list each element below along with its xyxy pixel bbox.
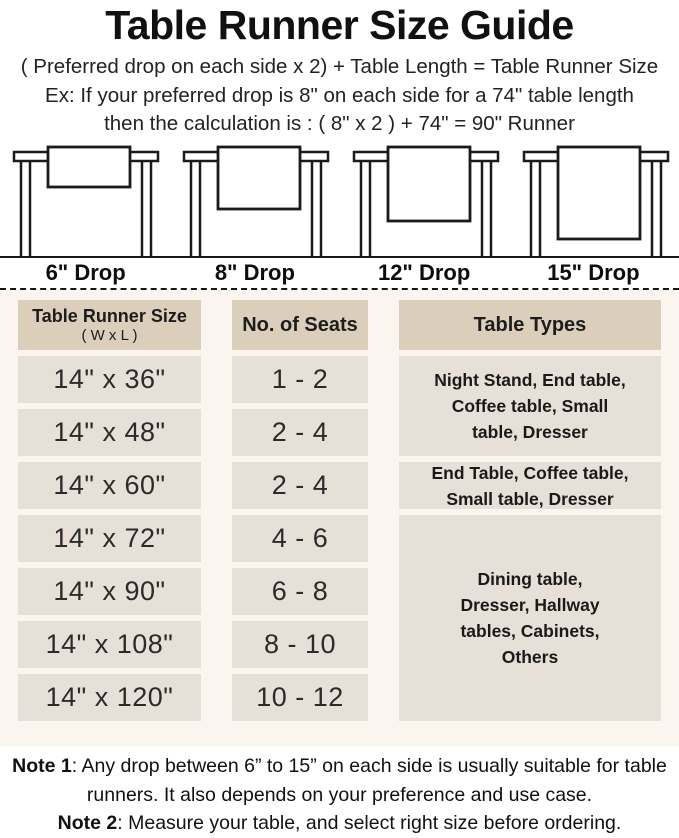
size-table: Table Runner Size ( W x L ) No. of Seats… (18, 300, 661, 721)
types-cell-group2: End Table, Coffee table, Small table, Dr… (399, 462, 661, 509)
note-1: Note 1: Any drop between 6” to 15” on ea… (4, 752, 675, 809)
notes-section: Note 1: Any drop between 6” to 15” on ea… (0, 746, 679, 838)
table-illustration-8in-drop (171, 144, 341, 256)
note-1-label: Note 1 (12, 755, 72, 777)
size-cell-row2: 14" x 48" (18, 409, 201, 456)
example-line-2: then the calculation is : ( 8" x 2 ) + 7… (104, 112, 575, 135)
formula-text: ( Preferred drop on each side x 2) + Tab… (20, 55, 659, 78)
size-cell-row1: 14" x 36" (18, 356, 201, 403)
note-2-label: Note 2 (57, 812, 118, 834)
column-header-table-types: Table Types (399, 300, 661, 350)
table-illustration-12in-drop (341, 144, 511, 256)
column-header-seats: No. of Seats (232, 300, 368, 350)
table-illustration-6in-drop (1, 144, 171, 256)
drop-label-6in: 6" Drop (45, 260, 126, 285)
runner-size-header-line1: Table Runner Size (32, 306, 187, 326)
types-cell-group1: Night Stand, End table, Coffee table, Sm… (399, 356, 661, 456)
runner-size-header-line2: ( W x L ) (81, 327, 138, 344)
size-cell-row7: 14" x 120" (18, 674, 201, 721)
column-header-runner-size: Table Runner Size ( W x L ) (18, 300, 201, 350)
size-cell-row3: 14" x 60" (18, 462, 201, 509)
table-runner-drawing-icon (12, 145, 160, 256)
drop-illustrations (0, 144, 679, 256)
seats-cell-row2: 2 - 4 (232, 409, 368, 456)
table-runner-drawing-icon (522, 145, 670, 256)
drop-label-row: 6" Drop 8" Drop 12" Drop 15" Drop (0, 256, 679, 290)
table-runner-drawing-icon (182, 145, 330, 256)
example-line-1: Ex: If your preferred drop is 8" on each… (45, 84, 634, 107)
seats-cell-row6: 8 - 10 (232, 621, 368, 668)
size-cell-row6: 14" x 108" (18, 621, 201, 668)
note-1-text: : Any drop between 6” to 15” on each sid… (71, 755, 667, 806)
note-2-text: : Measure your table, and select right s… (117, 812, 622, 834)
drop-label-12in: 12" Drop (377, 260, 471, 285)
table-illustration-15in-drop (511, 144, 679, 256)
table-runner-drawing-icon (352, 145, 500, 256)
drop-label-8in: 8" Drop (214, 260, 295, 285)
size-cell-row5: 14" x 90" (18, 568, 201, 615)
seats-cell-row5: 6 - 8 (232, 568, 368, 615)
seats-cell-row7: 10 - 12 (232, 674, 368, 721)
seats-cell-row1: 1 - 2 (232, 356, 368, 403)
drop-label-15in: 15" Drop (547, 260, 640, 285)
note-2: Note 2: Measure your table, and select r… (4, 809, 675, 838)
types-cell-group3: Dining table, Dresser, Hallway tables, C… (399, 515, 661, 721)
size-cell-row4: 14" x 72" (18, 515, 201, 562)
seats-cell-row3: 2 - 4 (232, 462, 368, 509)
page-title: Table Runner Size Guide (105, 2, 574, 48)
size-table-panel: Table Runner Size ( W x L ) No. of Seats… (0, 290, 679, 746)
seats-cell-row4: 4 - 6 (232, 515, 368, 562)
